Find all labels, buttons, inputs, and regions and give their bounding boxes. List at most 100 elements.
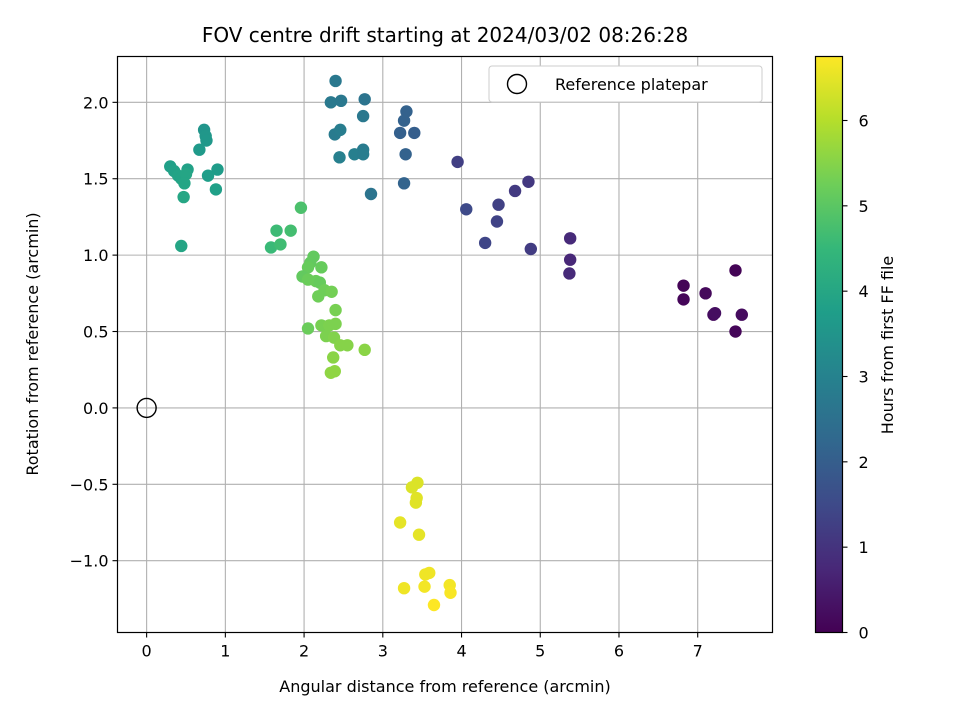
- data-point: [274, 238, 287, 251]
- data-point: [200, 134, 213, 147]
- data-point: [418, 580, 431, 593]
- x-tick-label: 7: [693, 642, 703, 661]
- data-point: [563, 253, 577, 266]
- data-point: [264, 241, 278, 254]
- colorbar-ticks: 0 1 2 3 4 5 6: [842, 112, 869, 643]
- data-point: [193, 143, 206, 156]
- data-point: [397, 581, 411, 595]
- data-point: [329, 317, 342, 331]
- data-points: [164, 74, 748, 612]
- x-tick-label: 3: [378, 642, 388, 661]
- x-tick-label: 0: [142, 642, 152, 661]
- data-point: [397, 177, 411, 190]
- data-point: [333, 151, 346, 164]
- data-point: [677, 279, 690, 292]
- y-tick-label: 0.0: [83, 399, 108, 418]
- colorbar-label: Hours from first FF file: [878, 256, 897, 435]
- data-point: [178, 177, 191, 190]
- data-point: [324, 96, 338, 109]
- colorbar-tick-label: 0: [859, 624, 869, 643]
- data-point: [508, 184, 522, 198]
- x-tick-label: 2: [299, 642, 309, 661]
- colorbar-tick-label: 6: [859, 112, 869, 131]
- data-point: [312, 290, 325, 303]
- legend-open-circle-marker: [506, 73, 528, 95]
- data-point: [358, 93, 371, 106]
- data-point: [329, 303, 342, 317]
- data-point: [270, 224, 283, 237]
- data-point: [393, 516, 407, 529]
- data-point: [294, 201, 308, 214]
- data-point: [460, 203, 473, 216]
- data-point: [524, 242, 538, 256]
- chart-title: FOV centre drift starting at 2024/03/02 …: [202, 23, 688, 47]
- legend: Reference platepar: [488, 65, 763, 103]
- data-point: [412, 528, 426, 541]
- data-point: [301, 261, 315, 274]
- data-point: [699, 287, 712, 300]
- data-point: [451, 155, 464, 169]
- data-point: [490, 215, 504, 228]
- colorbar-tick-label: 1: [859, 538, 869, 557]
- data-point: [209, 183, 223, 196]
- data-point: [175, 239, 188, 253]
- data-point: [356, 148, 370, 161]
- y-axis-label: Rotation from reference (arcmin): [23, 212, 42, 475]
- data-point: [334, 94, 348, 108]
- y-tick-label: −0.5: [70, 475, 109, 494]
- data-point: [328, 365, 341, 378]
- data-point: [677, 293, 690, 306]
- data-point: [301, 322, 315, 335]
- data-point: [522, 175, 535, 188]
- colorbar-tick-label: 5: [859, 197, 869, 216]
- x-axis-ticks: 0 1 2 3 4 5 6 7: [142, 632, 703, 661]
- data-point: [348, 148, 361, 161]
- y-axis-ticks: −1.0 −0.5 0.0 0.5 1.0 1.5 2.0: [70, 93, 118, 571]
- colorbar-tick-label: 2: [859, 453, 869, 472]
- data-point: [478, 236, 492, 250]
- legend-box: [488, 65, 763, 103]
- y-tick-label: 2.0: [83, 93, 108, 112]
- data-point: [729, 264, 742, 277]
- x-tick-label: 1: [220, 642, 230, 661]
- colorbar-tick-label: 3: [859, 368, 869, 387]
- data-point: [334, 123, 347, 137]
- data-point: [177, 190, 190, 204]
- x-tick-label: 5: [535, 642, 545, 661]
- data-point: [358, 343, 371, 357]
- data-point: [364, 187, 378, 201]
- data-point: [329, 74, 342, 88]
- legend-label: Reference platepar: [555, 75, 708, 94]
- data-point: [409, 496, 423, 509]
- data-point: [397, 114, 411, 127]
- data-point: [492, 198, 505, 211]
- colorbar: [814, 55, 844, 634]
- data-point: [399, 148, 412, 161]
- grid-lines: [117, 56, 773, 633]
- data-point: [325, 285, 338, 298]
- y-tick-label: −1.0: [70, 552, 109, 571]
- x-tick-label: 4: [456, 642, 466, 661]
- y-tick-label: 0.5: [83, 323, 108, 342]
- data-point: [427, 598, 441, 612]
- reference-marker-layer: [136, 397, 157, 419]
- plot-frame: [116, 55, 774, 634]
- data-point: [201, 169, 215, 182]
- data-point: [211, 163, 224, 176]
- data-point: [315, 261, 328, 274]
- data-point: [444, 586, 457, 599]
- reference-platepar-marker: [136, 397, 157, 419]
- x-tick-label: 6: [614, 642, 624, 661]
- data-point: [419, 568, 432, 581]
- colorbar-tick-label: 4: [859, 282, 869, 301]
- data-point: [327, 351, 340, 364]
- y-tick-label: 1.0: [83, 246, 108, 265]
- data-point: [356, 109, 370, 123]
- data-point: [563, 267, 576, 280]
- x-axis-label: Angular distance from reference (arcmin): [279, 677, 610, 696]
- data-point: [341, 339, 354, 352]
- data-point: [735, 308, 748, 321]
- data-point: [179, 167, 193, 181]
